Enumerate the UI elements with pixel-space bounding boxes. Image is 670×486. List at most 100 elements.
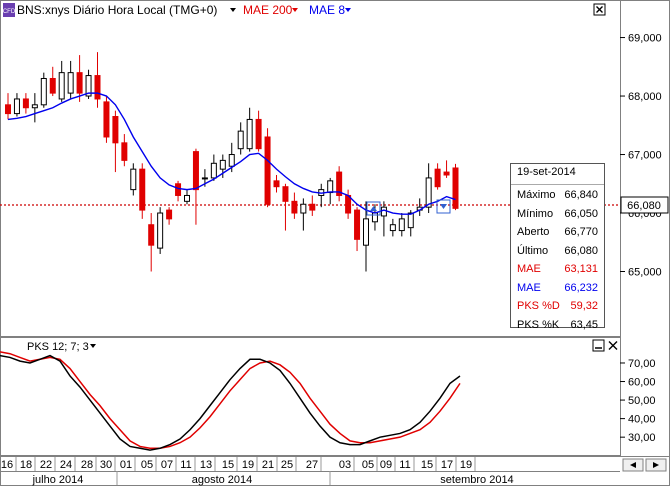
info-box: 19-set-2014 Máximo 66,840 Mínimo 66,050 Aber…	[510, 163, 605, 331]
candle	[273, 175, 280, 193]
x-day-label: 24	[60, 459, 72, 471]
candle	[354, 207, 361, 252]
symbol-label[interactable]: BNS:xnys Diário Hora Local (TMG+0)	[17, 3, 217, 17]
candle	[398, 213, 405, 237]
price-tick-label: 65,000	[628, 267, 662, 279]
info-row: Aberto 66,770	[515, 223, 600, 241]
info-row-label: MAE	[517, 263, 541, 275]
candle	[94, 52, 101, 108]
candle	[103, 96, 110, 143]
info-separator	[511, 184, 604, 185]
indicator2-label[interactable]: MAE 8	[309, 3, 345, 17]
candle	[336, 166, 343, 202]
candle	[112, 110, 119, 173]
indicator1-dropdown-icon[interactable]	[292, 8, 298, 12]
x-day-label: 27	[306, 459, 318, 471]
x-axis-days: 16 18 22 24 28 30 01 05 07 11 13 15 19 21 25 27 03 05 09 11…	[1, 457, 476, 471]
x-day-label: 28	[81, 459, 93, 471]
candle	[22, 93, 29, 114]
price-tick-label: 67,000	[628, 150, 662, 162]
pks-k-line	[0, 354, 461, 451]
x-day-label: 01	[120, 459, 132, 471]
candle	[67, 60, 74, 99]
last-price-text: 66,080	[627, 200, 661, 212]
up-marker-icon[interactable]	[366, 201, 381, 216]
scroll-right-icon[interactable]	[645, 458, 667, 472]
candle	[452, 163, 459, 211]
info-row-value: 59,32	[570, 300, 598, 312]
candle	[246, 107, 253, 152]
candle	[175, 180, 182, 202]
pks-d-line	[0, 351, 461, 450]
x-day-label: 07	[161, 459, 173, 471]
candle	[40, 72, 47, 108]
info-row-label: MAE	[517, 281, 541, 294]
stoch-tick-label: 70,00	[628, 358, 656, 370]
indicator2-dropdown-icon[interactable]	[345, 8, 351, 12]
x-day-label: 13	[200, 459, 212, 471]
candle	[121, 134, 128, 167]
mae8-line	[7, 92, 456, 215]
candle	[291, 192, 298, 219]
info-row-value: 66,840	[564, 189, 598, 201]
info-row-label: Aberto	[517, 226, 550, 238]
x-day-label: 19	[242, 459, 254, 471]
symbol-dropdown-icon[interactable]	[230, 8, 236, 12]
info-row: MAE 66,232	[515, 279, 600, 297]
candle	[76, 55, 83, 102]
candle	[58, 60, 65, 102]
x-day-label: 05	[362, 459, 374, 471]
stoch-close-icon[interactable]	[608, 341, 618, 350]
down-marker-icon[interactable]	[436, 199, 451, 214]
candle	[130, 163, 137, 196]
info-row: Mínimo 66,050	[515, 205, 600, 223]
x-day-label: 03	[339, 459, 351, 471]
stoch-tick-label: 30,00	[628, 432, 656, 444]
x-axis-months: julho 2014 agosto 2014 setembro 2014	[32, 471, 514, 486]
info-date: 19-set-2014	[517, 166, 576, 178]
x-month-label: setembro 2014	[440, 474, 513, 486]
info-row-value: 66,770	[564, 226, 598, 238]
stoch-dropdown-icon[interactable]	[90, 344, 96, 348]
candle	[300, 198, 307, 231]
info-row: Último 66,080	[515, 242, 600, 260]
info-row-value: 66,050	[564, 207, 598, 220]
candle	[389, 218, 396, 237]
price-tick-label: 69,000	[628, 33, 662, 45]
stoch-tick-label: 40,00	[628, 414, 656, 426]
cfd-badge	[3, 3, 15, 17]
candle	[184, 189, 190, 205]
x-day-label: 15	[421, 459, 433, 471]
candles	[5, 52, 459, 272]
x-day-label: 11	[399, 459, 410, 471]
minimize-icon[interactable]	[592, 339, 605, 352]
info-row-value: 63,45	[570, 318, 598, 331]
stoch-label[interactable]: PKS 12; 7; 3	[27, 341, 89, 353]
candle	[309, 195, 316, 216]
info-row-value: 66,232	[564, 281, 598, 294]
scroll-left-icon[interactable]	[622, 458, 644, 472]
info-row: PKS %D 59,32	[515, 297, 600, 315]
candle	[166, 207, 173, 225]
x-day-label: 17	[441, 459, 453, 471]
x-month-label: agosto 2014	[192, 474, 253, 486]
price-tick-label: 68,000	[628, 91, 662, 103]
x-day-label: 22	[40, 459, 52, 471]
info-row-label: PKS %K	[517, 318, 560, 331]
info-row-label: Mínimo	[517, 207, 554, 220]
candle	[157, 207, 164, 254]
candle	[148, 213, 155, 272]
stoch-tick-label: 60,00	[628, 377, 656, 389]
stoch-tick-label: 50,00	[628, 395, 656, 407]
info-row-value: 63,131	[564, 263, 598, 275]
indicator1-label[interactable]: MAE 200	[243, 3, 293, 17]
last-price-badge	[620, 196, 669, 214]
candle	[13, 93, 20, 117]
candle	[31, 93, 38, 123]
info-row-label: Último	[517, 244, 549, 257]
x-day-label: 25	[281, 459, 293, 471]
close-icon[interactable]	[593, 3, 606, 16]
cfd-badge-text: CFD	[3, 9, 16, 15]
x-day-label: 05	[141, 459, 153, 471]
candle	[282, 183, 289, 231]
